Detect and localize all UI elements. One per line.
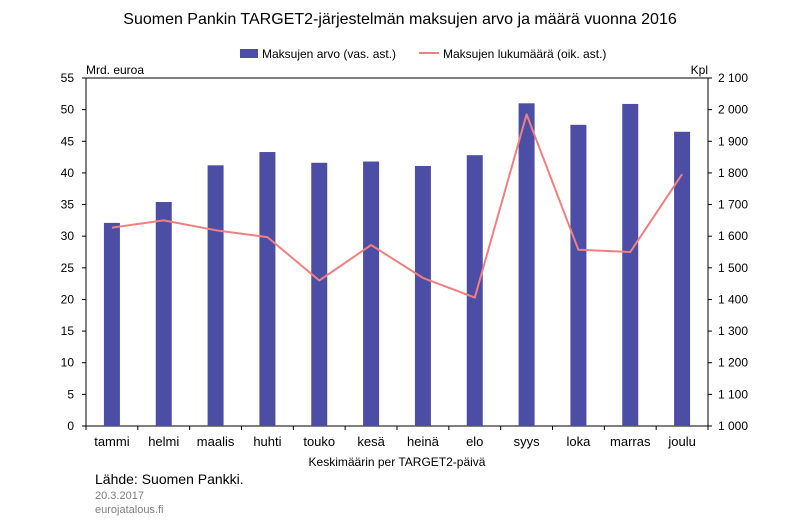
right-tick-label: 1 000 — [718, 419, 748, 433]
right-tick-label: 1 900 — [718, 134, 748, 148]
left-tick-label: 30 — [61, 229, 75, 243]
right-tick-label: 1 600 — [718, 229, 748, 243]
category-label: joulu — [667, 434, 695, 449]
legend-swatch-bar — [240, 49, 258, 58]
line-series — [111, 113, 683, 299]
bar — [155, 202, 172, 426]
category-label: helmi — [148, 434, 179, 449]
right-tick-label: 1 300 — [718, 324, 748, 338]
bar — [207, 165, 224, 427]
right-tick-label: 1 500 — [718, 261, 748, 275]
left-tick-label: 5 — [67, 387, 74, 401]
category-label: loka — [566, 434, 591, 449]
category-label: maalis — [197, 434, 235, 449]
bar — [674, 131, 691, 427]
left-tick-label: 40 — [61, 166, 75, 180]
bar — [570, 124, 587, 427]
left-tick-label: 45 — [61, 134, 75, 148]
left-tick-label: 15 — [61, 324, 75, 338]
chart-title: Suomen Pankin TARGET2-järjestelmän maksu… — [123, 11, 677, 28]
left-tick-label: 10 — [61, 356, 75, 370]
right-tick-label: 1 400 — [718, 292, 748, 306]
category-label: heinä — [407, 434, 440, 449]
left-tick-label: 55 — [61, 71, 75, 85]
right-axis-unit: Kpl — [691, 63, 708, 77]
category-label: kesä — [357, 434, 385, 449]
x-axis-label: Keskimäärin per TARGET2-päivä — [309, 455, 486, 469]
right-tick-label: 2 100 — [718, 71, 748, 85]
publish-date: 20.3.2017 — [95, 490, 144, 502]
x-axis-categories: tammi helmi maalis huhti touko kesä heinä elo sy… — [85, 426, 709, 449]
bar — [518, 103, 535, 427]
legend-label-line: Maksujen lukumäärä (oik. ast.) — [443, 47, 606, 61]
right-tick-label: 1 200 — [718, 356, 748, 370]
category-label: huhti — [253, 434, 281, 449]
bar — [103, 222, 120, 426]
category-label: elo — [466, 434, 483, 449]
right-tick-label: 1 700 — [718, 198, 748, 212]
category-label: marras — [610, 434, 651, 449]
bar — [363, 161, 380, 426]
bar — [414, 165, 431, 426]
site-name: eurojatalous.fi — [95, 504, 164, 516]
left-axis-unit: Mrd. euroa — [86, 63, 144, 77]
left-axis: 0 5 10 15 20 25 30 35 40 45 50 55 — [61, 71, 86, 433]
category-label: tammi — [94, 434, 130, 449]
bar — [622, 103, 639, 426]
right-tick-label: 2 000 — [718, 103, 748, 117]
left-tick-label: 0 — [67, 419, 74, 433]
bar — [311, 162, 328, 426]
left-tick-label: 20 — [61, 292, 75, 306]
right-tick-label: 1 100 — [718, 387, 748, 401]
right-tick-label: 1 800 — [718, 166, 748, 180]
left-tick-label: 35 — [61, 198, 75, 212]
left-tick-label: 25 — [61, 261, 75, 275]
right-axis: 1 000 1 100 1 200 1 300 1 400 1 500 1 600 1 700… — [708, 71, 748, 433]
category-label: touko — [303, 434, 335, 449]
bar-series — [103, 103, 691, 427]
bar — [259, 152, 276, 426]
left-tick-label: 50 — [61, 103, 75, 117]
source-note: Lähde: Suomen Pankki. — [95, 471, 244, 487]
category-label: syys — [514, 434, 541, 449]
bar — [466, 155, 483, 426]
legend: Maksujen arvo (vas. ast.) Maksujen lukum… — [240, 47, 606, 61]
legend-label-bar: Maksujen arvo (vas. ast.) — [262, 47, 396, 61]
line-path — [111, 113, 683, 299]
